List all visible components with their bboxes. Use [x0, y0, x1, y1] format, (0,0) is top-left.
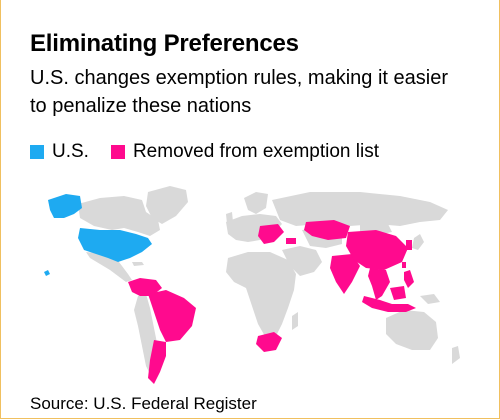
mexico-shape: [86, 252, 132, 282]
indonesia-shape: [362, 296, 416, 312]
legend-swatch-removed: [110, 145, 125, 159]
russia-shape: [272, 192, 448, 226]
legend-swatch-us: [30, 145, 44, 159]
korea-shape: [406, 240, 412, 250]
new-zealand-shape: [452, 346, 460, 364]
hawaii-shape: [44, 270, 50, 276]
page-title: Eliminating Preferences: [30, 30, 299, 57]
india-shape: [330, 254, 360, 294]
japan-shape: [412, 234, 424, 250]
southeast-asia-shape: [368, 268, 390, 300]
alaska-shape: [48, 194, 82, 218]
taiwan-shape: [402, 262, 406, 268]
legend: U.S. Removed from exemption list: [30, 140, 401, 164]
world-map: [44, 186, 460, 384]
kazakhstan-shape: [304, 220, 350, 240]
colombia-venezuela-shape: [128, 278, 162, 296]
africa-shape: [226, 252, 296, 338]
scandinavia-shape: [244, 192, 268, 214]
eastern-europe-shape: [258, 224, 284, 244]
page-subtitle: U.S. changes exemption rules, making it …: [30, 67, 448, 117]
brazil-shape: [148, 290, 196, 342]
greenland-shape: [146, 186, 188, 224]
legend-label-us: U.S.: [52, 141, 89, 162]
uk-shape: [226, 212, 233, 224]
middle-east-shape: [282, 246, 322, 276]
us-mainland-shape: [78, 228, 152, 262]
china-shape: [346, 230, 408, 270]
legend-item-removed: Removed from exemption list: [110, 141, 379, 163]
source-note: Source: U.S. Federal Register: [30, 394, 257, 413]
philippines-shape: [404, 270, 414, 288]
canada-shape: [78, 196, 160, 236]
legend-label-removed: Removed from exemption list: [132, 141, 379, 162]
legend-item-us: U.S.: [30, 141, 89, 163]
south-africa-shape: [256, 332, 282, 352]
australia-shape: [386, 310, 438, 350]
argentina-shape: [148, 340, 166, 384]
caribbean-shape: [132, 262, 144, 266]
papua-shape: [420, 294, 440, 304]
caucasus-shape: [286, 238, 296, 244]
borneo-shape: [390, 286, 406, 300]
madagascar-shape: [292, 312, 298, 330]
